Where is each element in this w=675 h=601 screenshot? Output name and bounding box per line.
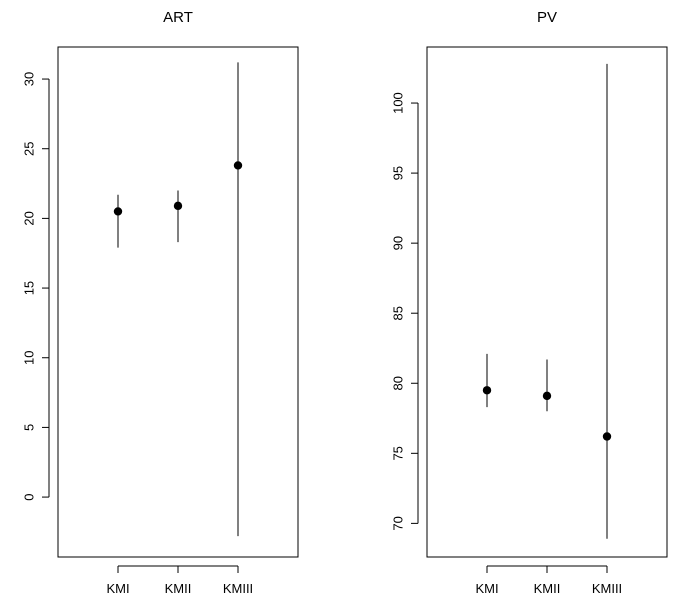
pv-point-kmi	[482, 386, 492, 395]
art-x-tick-label: KMI	[106, 581, 129, 596]
pv-plot-box	[426, 46, 668, 558]
art-y-tick-label: 15	[21, 281, 36, 295]
pv-x-tick-label: KMII	[534, 581, 561, 596]
art-point-kmiii	[233, 161, 243, 170]
art-y-tick-label: 30	[21, 72, 36, 86]
pv-y-tick-label: 95	[390, 166, 405, 180]
pv-point-kmii	[542, 391, 552, 401]
pv-y-tick-label: 75	[390, 446, 405, 460]
art-y-tick-label: 10	[21, 351, 36, 365]
pv-y-tick-label: 80	[390, 376, 405, 390]
pv-y-tick-label: 70	[390, 516, 405, 530]
art-plot-box	[57, 46, 299, 558]
art-y-tick-label: 0	[21, 493, 36, 500]
art-y-tick-label: 5	[21, 424, 36, 431]
pv-x-tick-label: KMIII	[592, 581, 622, 596]
pv-y-tick-label: 100	[390, 92, 405, 114]
art-y-tick-label: 20	[21, 211, 36, 225]
pv-title: PV	[537, 9, 557, 26]
pv-panel: PV 70 75 80 85 90 95 100 KMI KMII KMIII	[390, 9, 668, 596]
art-panel: ART 0 5 10 15 20 25 30 KMI KMII KMIII	[21, 9, 299, 596]
pv-point-kmiii	[602, 432, 612, 441]
pv-y-tick-label: 85	[390, 306, 405, 320]
art-x-tick-label: KMIII	[223, 581, 253, 596]
art-point-kmii	[173, 201, 183, 211]
art-y-tick-label: 25	[21, 141, 36, 155]
pv-y-tick-label: 90	[390, 236, 405, 250]
art-point-kmi	[113, 207, 123, 216]
art-title: ART	[163, 9, 193, 26]
pv-x-tick-label: KMI	[475, 581, 498, 596]
art-x-tick-label: KMII	[165, 581, 192, 596]
